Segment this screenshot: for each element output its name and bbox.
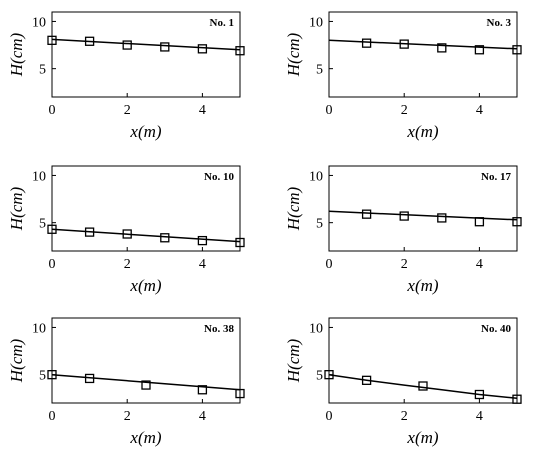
data-point-marker: [512, 394, 522, 404]
x-tick-label: 2: [401, 409, 408, 424]
x-tick-label: 2: [401, 103, 408, 118]
y-axis-title: H(cm): [284, 338, 303, 383]
y-tick-label: 10: [309, 169, 323, 184]
y-tick-label: 10: [309, 321, 323, 336]
y-tick-label: 10: [32, 15, 46, 30]
fit-line: [51, 38, 241, 51]
data-point-marker: [122, 229, 132, 239]
data-point-marker: [197, 385, 208, 395]
data-point-marker: [437, 43, 447, 53]
data-point-marker: [197, 44, 208, 54]
panel-6: 0 2 4 5 10 x(m) H(cm) No. 40: [284, 317, 522, 447]
data-point-marker: [47, 370, 57, 380]
data-point-marker: [399, 39, 409, 49]
fit-line: [51, 228, 241, 243]
data-point-marker: [122, 40, 132, 50]
axes-frame: [51, 317, 241, 404]
panel-label: No. 17: [481, 171, 511, 183]
y-tick-label: 5: [316, 217, 323, 232]
y-tick-label: 5: [39, 369, 46, 384]
axes-frame: [51, 165, 241, 252]
data-point-marker: [361, 38, 372, 48]
x-axis-title: x(m): [129, 276, 161, 295]
y-axis-title: H(cm): [7, 186, 26, 231]
panel-5: 0 2 4 5 10 x(m) H(cm) No. 38: [7, 317, 245, 447]
fit-line: [328, 373, 518, 400]
data-point-marker: [418, 381, 428, 391]
x-tick-label: 4: [476, 103, 483, 118]
panel-label: No. 10: [204, 171, 234, 183]
data-point-marker: [84, 227, 95, 237]
panel-3: 0 2 4 5 10 x(m) H(cm) No. 10: [7, 165, 245, 295]
data-point-marker: [512, 217, 522, 227]
data-point-marker: [399, 211, 409, 221]
x-axis-title: x(m): [406, 276, 438, 295]
data-point-marker: [235, 46, 245, 56]
data-point-marker: [474, 217, 485, 227]
data-point-marker: [474, 389, 485, 400]
data-point-marker: [197, 235, 208, 246]
data-point-marker: [84, 36, 95, 46]
panel-label: No. 3: [487, 17, 512, 29]
data-point-marker: [235, 388, 245, 399]
panel-1: 0 2 4 5 10 x(m) H(cm) No. 1: [7, 11, 245, 141]
x-tick-label: 4: [476, 409, 483, 424]
x-tick-label: 2: [124, 103, 131, 118]
data-point-marker: [160, 42, 170, 52]
data-point-marker: [141, 380, 151, 390]
data-point-marker: [84, 373, 95, 384]
fit-line: [51, 373, 241, 391]
y-tick-label: 10: [309, 15, 323, 30]
x-tick-label: 0: [49, 103, 56, 118]
x-tick-label: 2: [124, 257, 131, 272]
panel-2: 0 2 4 5 10 x(m) H(cm) No. 3: [284, 11, 522, 141]
panel-label: No. 40: [481, 323, 511, 335]
data-point-marker: [235, 237, 245, 248]
x-tick-label: 0: [326, 409, 333, 424]
x-tick-label: 4: [199, 409, 206, 424]
y-tick-label: 10: [32, 169, 46, 184]
x-tick-label: 0: [49, 257, 56, 272]
x-tick-label: 2: [124, 409, 131, 424]
x-axis-title: x(m): [406, 122, 438, 141]
fit-line: [328, 210, 518, 221]
x-tick-label: 0: [326, 103, 333, 118]
data-point-marker: [324, 370, 334, 380]
axes-frame: [328, 317, 518, 404]
fit-line: [328, 39, 518, 50]
x-tick-label: 4: [199, 103, 206, 118]
x-axis-title: x(m): [406, 428, 438, 447]
panel-label: No. 38: [204, 323, 234, 335]
x-tick-label: 0: [326, 257, 333, 272]
data-point-marker: [47, 35, 57, 45]
y-tick-label: 10: [32, 321, 46, 336]
y-axis-title: H(cm): [284, 32, 303, 77]
x-tick-label: 0: [49, 409, 56, 424]
data-point-marker: [437, 213, 447, 223]
panel-label: No. 1: [210, 17, 234, 29]
x-axis-title: x(m): [129, 122, 161, 141]
y-tick-label: 5: [39, 63, 46, 78]
data-point-marker: [474, 45, 485, 55]
axes-frame: [328, 11, 518, 98]
data-point-marker: [47, 224, 57, 234]
x-tick-label: 2: [401, 257, 408, 272]
y-tick-label: 5: [316, 63, 323, 78]
y-axis-title: H(cm): [7, 338, 26, 383]
y-tick-label: 5: [39, 217, 46, 232]
y-axis-title: H(cm): [284, 186, 303, 231]
x-axis-title: x(m): [129, 428, 161, 447]
x-tick-label: 4: [476, 257, 483, 272]
data-point-marker: [361, 209, 372, 219]
data-point-marker: [160, 233, 170, 243]
data-point-marker: [361, 375, 372, 385]
data-point-marker: [512, 45, 522, 55]
y-tick-label: 5: [316, 369, 323, 384]
panel-4: 0 2 4 5 10 x(m) H(cm) No. 17: [284, 165, 522, 295]
y-axis-title: H(cm): [7, 32, 26, 77]
x-tick-label: 4: [199, 257, 206, 272]
axes-frame: [328, 165, 518, 252]
